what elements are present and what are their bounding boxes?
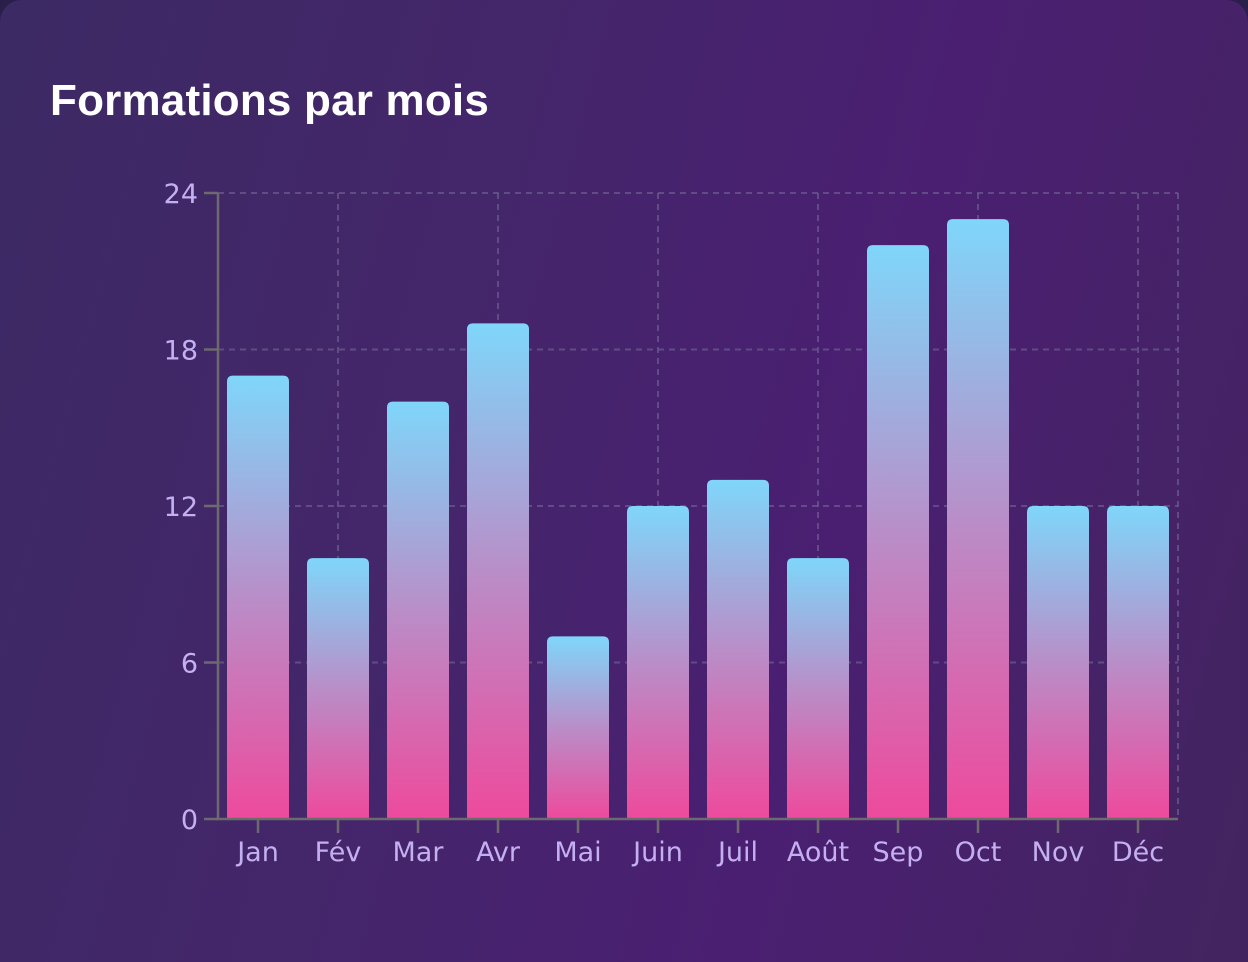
- bar-août: [787, 558, 849, 819]
- x-tick-label: Avr: [476, 837, 521, 868]
- bar-mar: [387, 401, 449, 819]
- x-tick-label: Oct: [955, 837, 1002, 868]
- bar-juil: [707, 479, 769, 819]
- y-tick-label: 6: [181, 649, 198, 680]
- bar-sep: [867, 245, 929, 819]
- x-tick-label: Mai: [554, 837, 601, 868]
- bar-avr: [467, 323, 529, 819]
- y-tick-label: 12: [164, 492, 198, 523]
- bar-nov: [1027, 506, 1089, 819]
- chart-title: Formations par mois: [50, 76, 489, 125]
- x-tick-label: Nov: [1032, 837, 1085, 868]
- x-tick-label: Jan: [235, 837, 279, 868]
- y-tick-label: 0: [181, 805, 198, 836]
- x-tick-label: Juil: [716, 837, 758, 868]
- x-tick-label: Mar: [393, 837, 445, 868]
- x-tick-label: Sep: [873, 837, 924, 868]
- x-tick-label: Déc: [1112, 837, 1164, 868]
- bar-mai: [547, 636, 609, 819]
- axes: [204, 191, 1178, 833]
- bar-fév: [307, 558, 369, 819]
- x-tick-label: Août: [787, 837, 849, 868]
- x-tick-label: Fév: [315, 837, 362, 868]
- bar-oct: [947, 219, 1009, 820]
- bar-juin: [627, 506, 689, 819]
- y-tick-label: 24: [164, 179, 198, 210]
- tick-labels: 0 6 12 18 24 Jan Fév Mar Avr Mai Juin Juil Août Sep Oc…: [164, 179, 1164, 868]
- bar-déc: [1107, 506, 1169, 819]
- bars: [227, 219, 1169, 820]
- y-tick-label: 18: [164, 336, 198, 367]
- bar-jan: [227, 375, 289, 819]
- x-tick-label: Juin: [631, 837, 683, 868]
